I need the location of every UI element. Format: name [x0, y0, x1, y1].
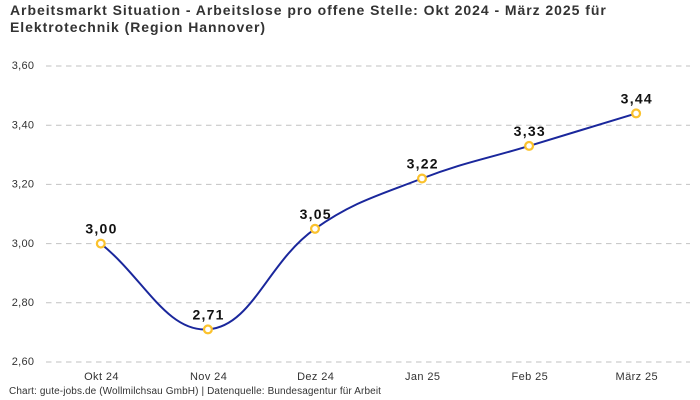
- svg-text:3,40: 3,40: [12, 119, 35, 131]
- svg-text:3,05: 3,05: [300, 206, 332, 222]
- svg-text:3,20: 3,20: [12, 179, 35, 191]
- svg-text:Dez 24: Dez 24: [297, 371, 334, 383]
- svg-text:2,60: 2,60: [12, 356, 35, 368]
- svg-text:Nov 24: Nov 24: [190, 371, 227, 383]
- svg-text:3,33: 3,33: [514, 123, 546, 139]
- svg-text:3,44: 3,44: [621, 90, 653, 106]
- svg-text:Feb 25: Feb 25: [511, 371, 548, 383]
- svg-text:3,00: 3,00: [12, 238, 35, 250]
- svg-text:März 25: März 25: [616, 371, 659, 383]
- svg-text:3,00: 3,00: [85, 221, 117, 237]
- svg-text:Okt 24: Okt 24: [84, 371, 119, 383]
- svg-text:Jan 25: Jan 25: [405, 371, 440, 383]
- svg-text:3,22: 3,22: [407, 156, 439, 172]
- svg-text:3,60: 3,60: [12, 60, 35, 72]
- svg-text:2,80: 2,80: [12, 297, 35, 309]
- svg-text:2,71: 2,71: [192, 306, 224, 322]
